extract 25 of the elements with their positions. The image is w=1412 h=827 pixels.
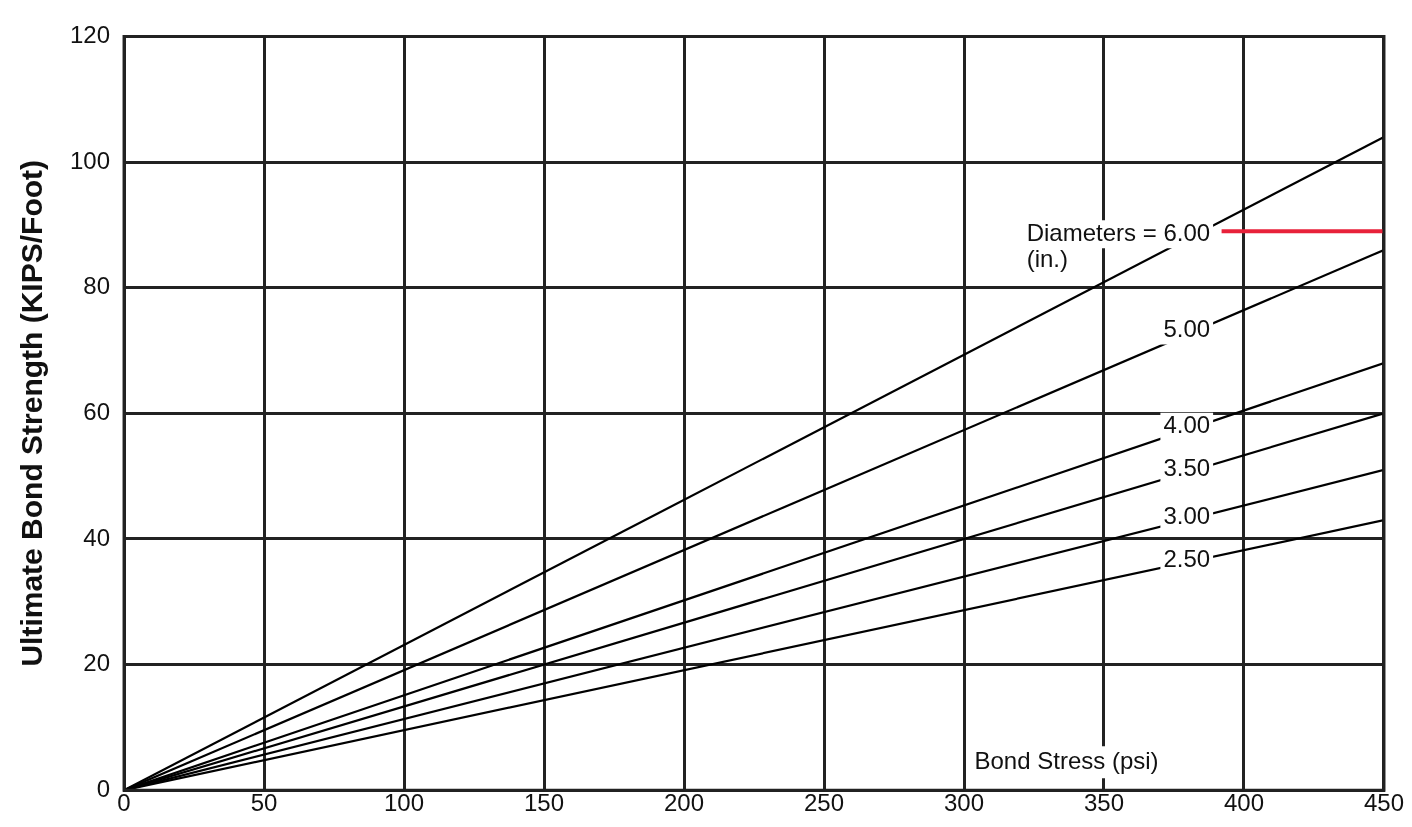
x-tick-label: 300 xyxy=(943,789,985,817)
x-axis-title: Bond Stress (psi) xyxy=(974,746,1159,774)
series-label: 3.50 xyxy=(1163,454,1211,482)
x-tick-label: 50 xyxy=(250,789,278,817)
y-tick-label: 40 xyxy=(83,523,111,551)
x-tick-label: 350 xyxy=(1083,789,1125,817)
x-tick-label: 450 xyxy=(1363,789,1404,817)
x-tick-label: 200 xyxy=(663,789,705,817)
y-tick-label: 80 xyxy=(83,272,111,300)
x-tick-label: 150 xyxy=(524,789,565,817)
series-label: 4.00 xyxy=(1163,411,1211,439)
y-axis-title: Ultimate Bond Strength (KIPS/Foot) xyxy=(15,159,49,667)
y-tick-label: 60 xyxy=(83,397,111,425)
annotation: (in.) xyxy=(1026,244,1069,272)
series-label: 3.00 xyxy=(1163,502,1211,530)
y-tick-label: 100 xyxy=(70,146,111,174)
series-label: 2.50 xyxy=(1163,544,1211,572)
x-tick-label: 250 xyxy=(803,789,845,817)
y-tick-label: 120 xyxy=(70,21,111,49)
x-tick-label: 0 xyxy=(117,789,131,817)
series-label: Diameters = 6.00 xyxy=(1026,218,1211,246)
series-label: 5.00 xyxy=(1163,315,1211,343)
x-tick-label: 100 xyxy=(384,789,425,817)
y-tick-label: 20 xyxy=(83,649,111,677)
x-tick-label: 400 xyxy=(1223,789,1265,817)
